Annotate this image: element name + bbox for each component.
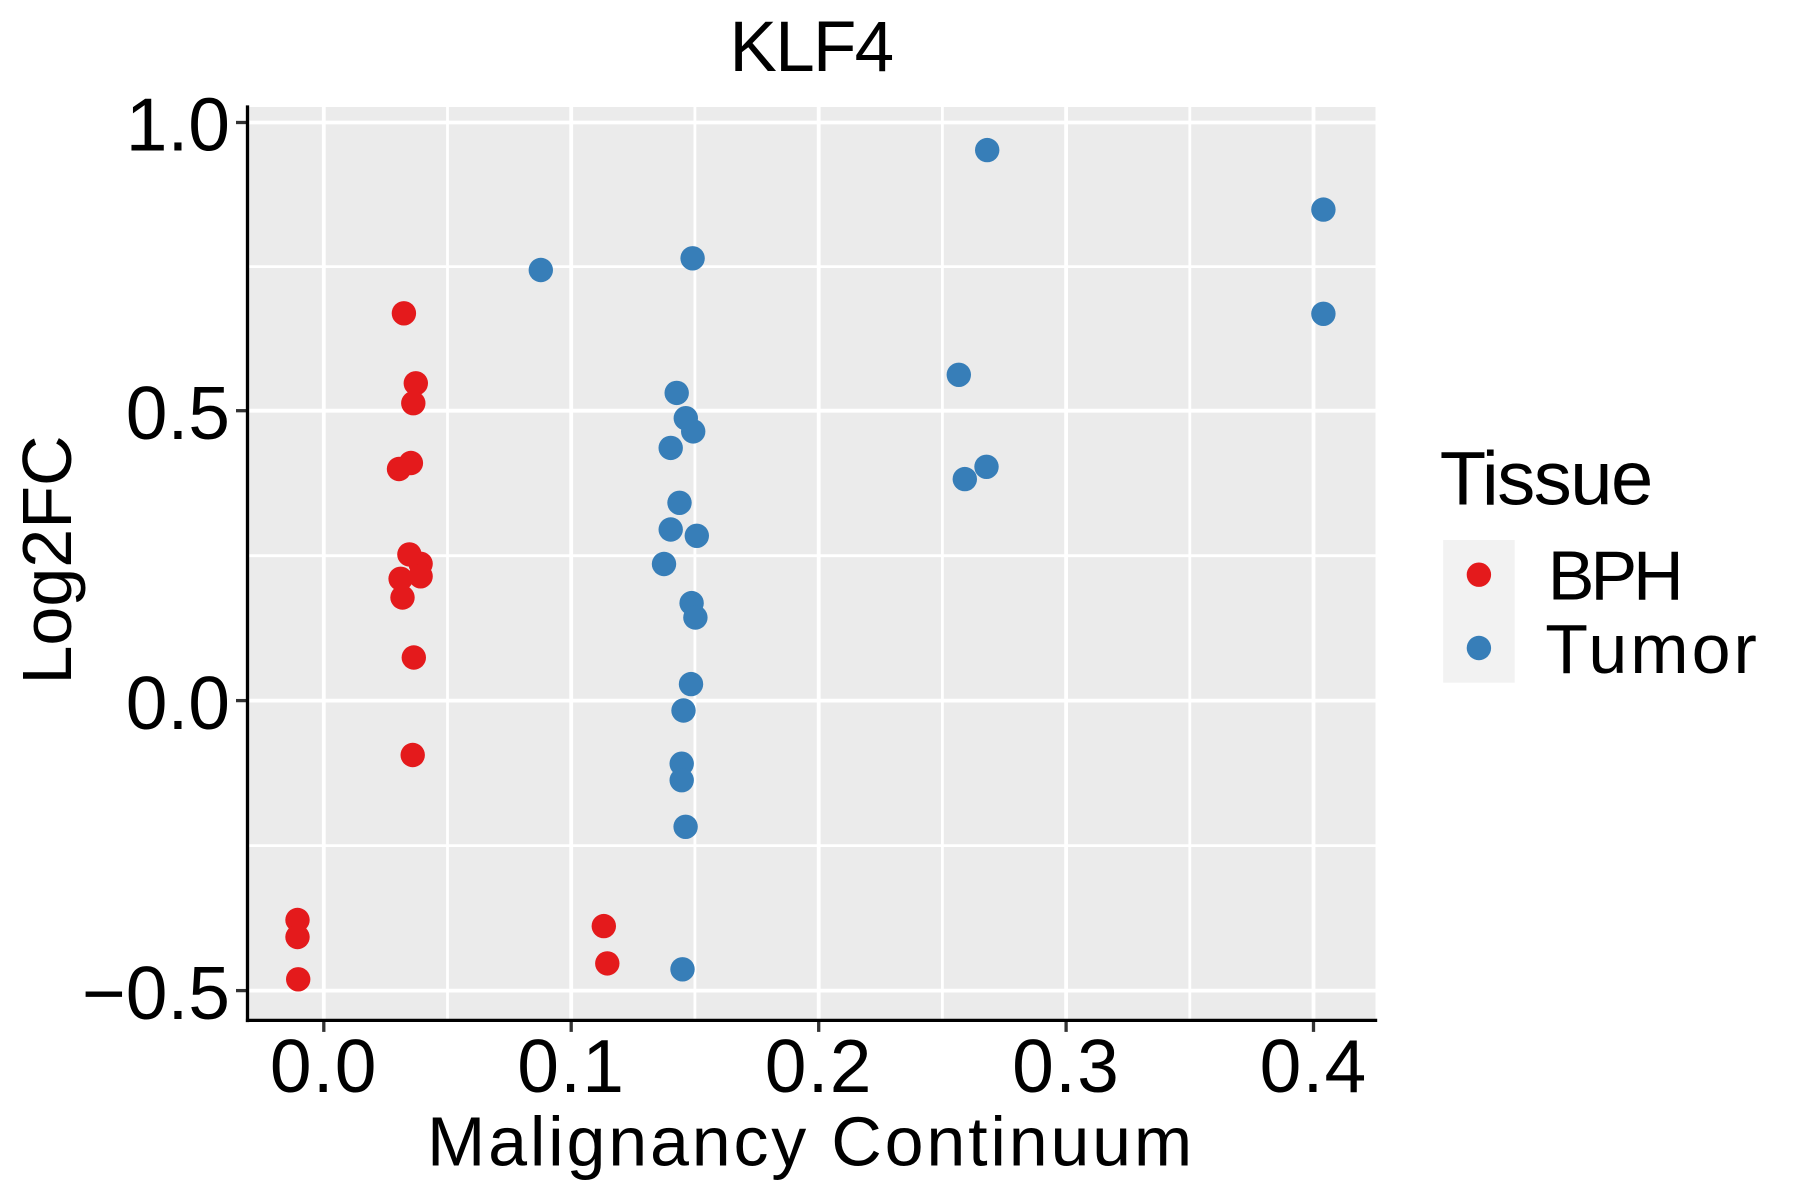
svg-text:Malignancy Continuum: Malignancy Continuum [427,1103,1195,1181]
svg-text:Tumor: Tumor [1545,610,1760,688]
svg-text:0.3: 0.3 [1012,1024,1120,1108]
svg-text:0.0: 0.0 [270,1024,378,1108]
svg-text:Tissue: Tissue [1440,437,1652,522]
svg-text:BPH: BPH [1548,537,1680,615]
svg-text:0.0: 0.0 [126,661,230,745]
svg-text:−0.5: −0.5 [82,951,230,1035]
svg-text:0.5: 0.5 [126,371,230,455]
svg-text:Log2FC: Log2FC [8,435,86,684]
svg-text:KLF4: KLF4 [730,8,893,87]
svg-text:1.0: 1.0 [126,83,230,167]
svg-text:0.1: 0.1 [517,1024,625,1108]
svg-text:0.4: 0.4 [1260,1024,1368,1108]
svg-text:0.2: 0.2 [765,1024,873,1108]
